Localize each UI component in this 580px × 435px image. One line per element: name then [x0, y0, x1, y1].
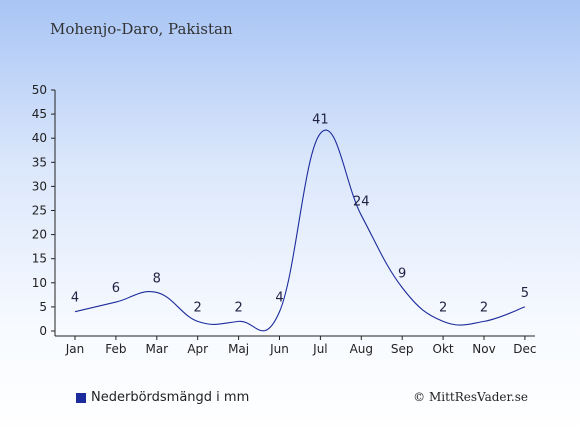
y-tick-label: 30: [32, 179, 47, 193]
y-tick-label: 50: [32, 83, 47, 97]
data-label: 2: [480, 300, 488, 315]
y-tick-label: 20: [32, 228, 47, 242]
data-label: 24: [353, 194, 370, 209]
x-tick-label: Dec: [513, 342, 536, 356]
data-label: 5: [521, 286, 529, 301]
data-label: 2: [234, 300, 242, 315]
data-label: 2: [194, 300, 202, 315]
x-tick-label: Maj: [228, 342, 249, 356]
y-tick-label: 45: [32, 107, 47, 121]
legend-swatch: [76, 392, 86, 403]
y-tick-label: 10: [32, 276, 47, 290]
x-tick-label: Jul: [312, 342, 327, 356]
data-label: 4: [71, 291, 79, 306]
y-tick-label: 5: [39, 300, 47, 314]
data-label: 2: [439, 300, 447, 315]
y-tick-label: 0: [39, 324, 47, 338]
data-label: 9: [398, 267, 406, 282]
chart-title: Mohenjo-Daro, Pakistan: [50, 20, 233, 38]
x-tick-label: Apr: [187, 342, 208, 356]
credit-text: © MittResVader.se: [413, 390, 528, 404]
data-label: 6: [112, 281, 120, 296]
x-tick-label: Okt: [433, 342, 454, 356]
x-tick-label: Jun: [269, 342, 289, 356]
data-label: 4: [275, 291, 283, 306]
x-tick-label: Aug: [350, 342, 373, 356]
series-line: [74, 129, 526, 332]
y-tick-label: 35: [32, 155, 47, 169]
x-tick-label: Feb: [105, 342, 126, 356]
x-tick-label: Mar: [145, 342, 168, 356]
y-tick-label: 40: [32, 131, 47, 145]
legend: Nederbördsmängd i mm: [76, 390, 249, 405]
y-tick-label: 25: [32, 204, 47, 218]
legend-label: Nederbördsmängd i mm: [91, 390, 250, 405]
data-label: 41: [312, 112, 329, 127]
data-label: 8: [153, 271, 161, 286]
x-tick-label: Nov: [472, 342, 495, 356]
x-tick-label: Sep: [391, 342, 414, 356]
y-tick-label: 15: [32, 252, 47, 266]
x-tick-label: Jan: [65, 342, 85, 356]
